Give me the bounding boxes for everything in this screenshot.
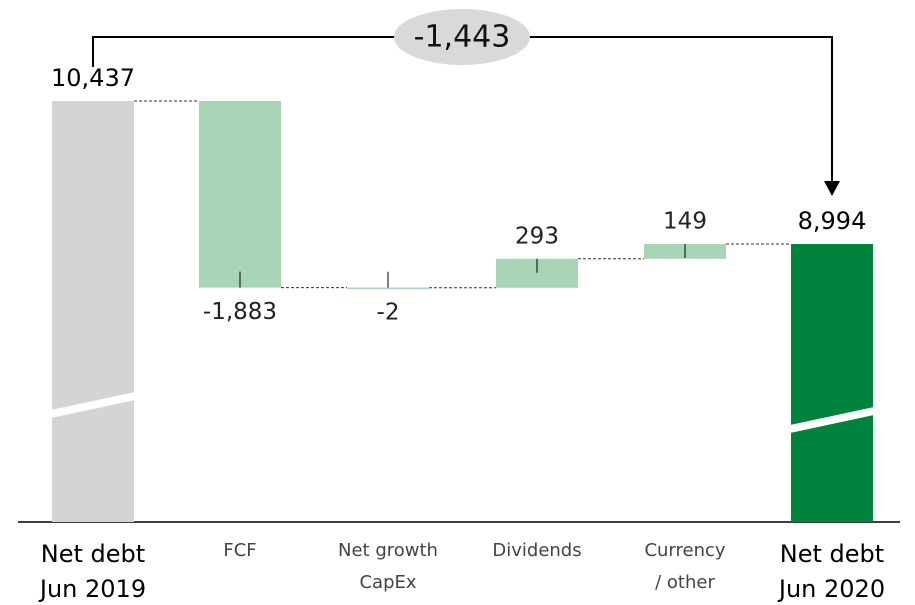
arrow-head — [824, 181, 840, 196]
x-tick-label: Net growth — [338, 540, 438, 561]
x-tick-label: Dividends — [492, 540, 581, 561]
bar — [52, 101, 134, 522]
value-label: -1,883 — [203, 299, 277, 325]
bar — [347, 287, 429, 290]
bar — [199, 101, 281, 288]
annotation-bubble — [394, 9, 530, 65]
axis-break — [51, 392, 135, 418]
axis-break — [790, 407, 874, 433]
value-label: 8,994 — [798, 207, 867, 235]
x-tick-label: Net debt — [780, 540, 884, 568]
x-tick-label: Currency — [644, 540, 725, 561]
x-tick-label: Jun 2019 — [38, 575, 146, 603]
value-label: -2 — [377, 299, 400, 325]
x-tick-label: FCF — [223, 540, 256, 561]
value-label: 149 — [663, 209, 707, 235]
value-label: 293 — [515, 223, 559, 249]
annotation: -1,443 — [414, 20, 511, 55]
x-tick-label: Net debt — [41, 540, 145, 568]
x-tick-label: Jun 2020 — [777, 575, 885, 603]
bar — [791, 244, 873, 523]
value-label: 10,437 — [51, 64, 135, 92]
x-tick-label: / other — [655, 572, 715, 593]
x-tick-label: CapEx — [359, 572, 416, 593]
